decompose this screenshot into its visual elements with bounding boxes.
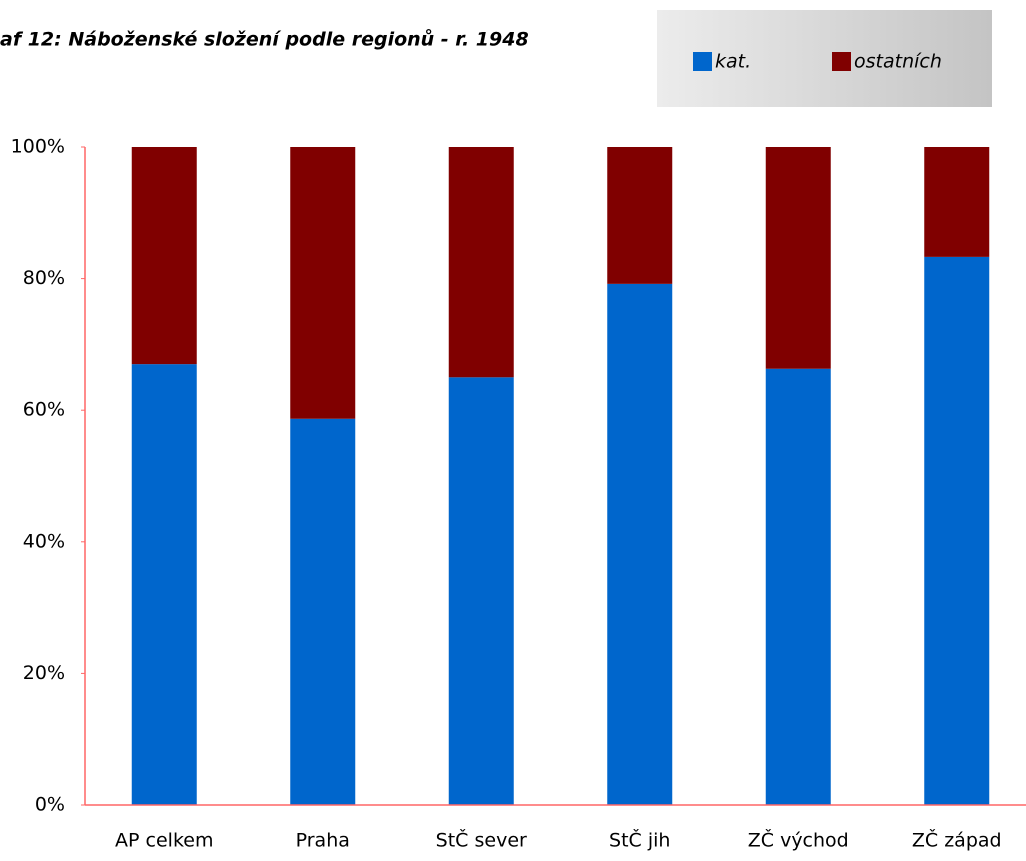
x-tick-label: AP celkem [115,830,213,852]
legend-swatch [832,52,851,71]
bar-segment [448,377,514,805]
bar-segment [607,147,673,284]
legend-label: kat. [715,51,751,73]
y-tick-label: 40% [23,530,65,552]
legend-swatch [693,52,712,71]
x-tick-label: ZČ západ [912,828,1002,852]
bar-segment [131,364,197,805]
x-tick-label: ZČ východ [748,828,849,852]
y-tick-label: 80% [23,267,65,289]
y-tick-label: 20% [23,662,65,684]
y-tick-label: 60% [23,399,65,421]
y-tick-label: 0% [35,794,65,816]
bar-segment [448,147,514,378]
bar-segment [924,256,990,805]
bar-segment [924,147,990,257]
bar-segment [607,283,673,805]
legend-label: ostatních [854,51,942,73]
bar-segment [290,147,356,419]
bar-segment [765,147,831,369]
bar-segment [290,418,356,805]
legend-box [657,10,992,107]
y-tick-label: 100% [11,136,65,158]
x-tick-label: Praha [296,830,350,852]
chart-title: af 12: Náboženské složení podle regionů … [0,28,529,51]
x-tick-label: StČ jih [609,828,670,852]
bar-segment [131,147,197,365]
bar-segment [765,368,831,805]
x-tick-label: StČ sever [436,828,527,852]
